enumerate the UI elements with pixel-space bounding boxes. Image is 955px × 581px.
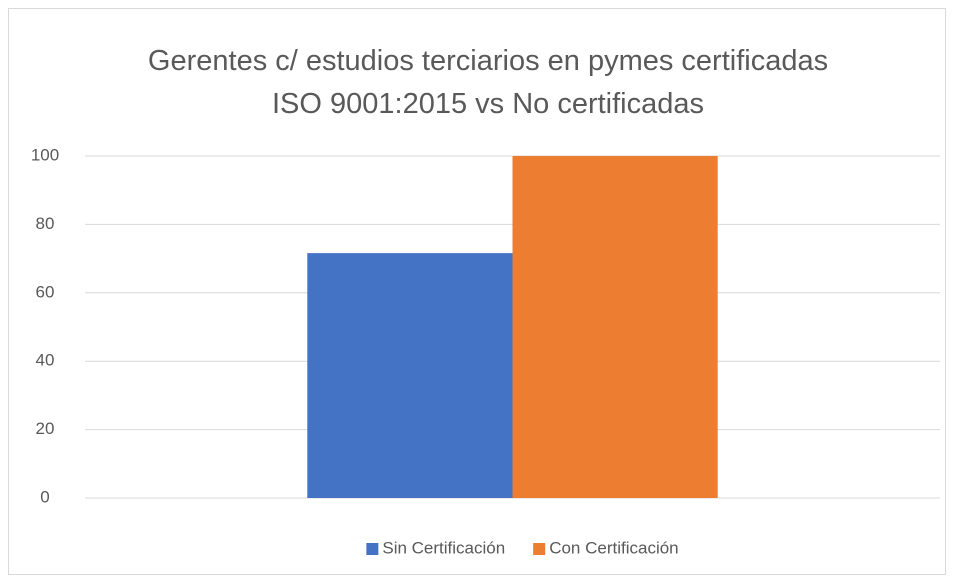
chart-title: Gerentes c/ estudios terciarios en pymes…	[148, 45, 828, 120]
y-tick-label: 60	[36, 282, 55, 301]
legend-swatch	[533, 543, 546, 555]
legend-label: Sin Certificación	[382, 538, 505, 557]
legend-label: Con Certificación	[549, 538, 678, 557]
legend-swatch	[366, 543, 379, 555]
bar	[307, 253, 513, 498]
y-tick-label: 0	[40, 487, 49, 506]
y-tick-label: 20	[36, 419, 55, 438]
y-tick-label: 100	[31, 145, 59, 164]
y-tick-label: 80	[36, 214, 55, 233]
bar	[512, 156, 718, 498]
y-tick-label: 40	[36, 351, 55, 370]
